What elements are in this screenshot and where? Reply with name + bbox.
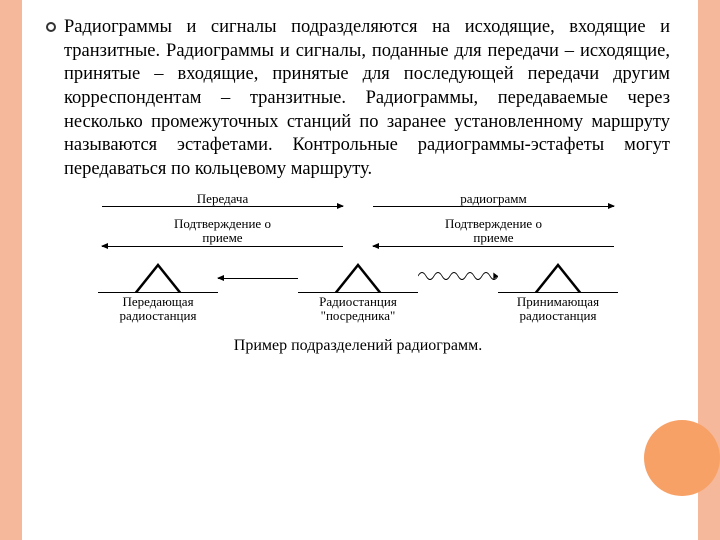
triangle-icon [334,263,382,293]
bullet-icon [46,16,64,32]
conf-label-left: Подтверждение о приеме [174,217,271,246]
arrow-right-icon [102,206,343,207]
conf-label-right: Подтверждение о приеме [445,217,542,246]
diagram: Передача радиограмм Подтверждение о прие… [98,192,618,323]
station-label-mid: Радиостанция "посредника" [298,295,418,324]
station-label-right: Принимающая радиостанция [498,295,618,324]
arrow-left-icon [218,278,298,279]
station-left [98,263,218,293]
caption: Пример подразделений радиограмм. [46,337,670,355]
diagram-label-row: Передающая радиостанция Радиостанция "по… [98,293,618,324]
diagram-top-row: Передача радиограмм [98,192,618,207]
arrow-right-icon [373,206,614,207]
top-label-right: радиограмм [460,192,526,206]
station-right [498,263,618,293]
wavy-line-icon [418,269,498,283]
top-label-left: Передача [197,192,248,206]
station-mid [298,263,418,293]
diagram-station-row [98,263,618,293]
bullet-row: Радиограммы и сигналы подразделяются на … [46,16,670,182]
content-area: Радиограммы и сигналы подразделяются на … [22,0,698,355]
diagram-conf-row: Подтверждение о приеме Подтверждение о п… [98,217,618,247]
triangle-icon [134,263,182,293]
body-text: Радиограммы и сигналы подразделяются на … [64,16,670,182]
accent-circle-icon [644,420,720,496]
station-label-left: Передающая радиостанция [98,295,218,324]
triangle-icon [534,263,582,293]
arrow-left-icon [373,246,614,247]
slide: Радиограммы и сигналы подразделяются на … [0,0,720,540]
arrow-left-icon [102,246,343,247]
